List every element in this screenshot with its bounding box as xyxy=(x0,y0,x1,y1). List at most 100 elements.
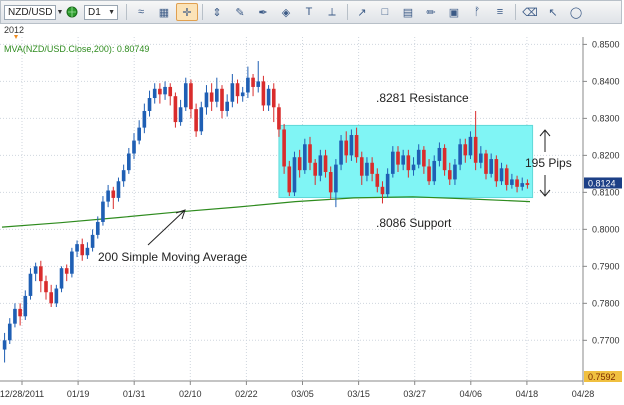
candle xyxy=(163,81,167,100)
date-tick-label: 03/15 xyxy=(347,389,370,399)
moving-average-arrow xyxy=(147,209,186,246)
fibonacci-icon[interactable]: ᚠ xyxy=(473,6,481,18)
globe-icon[interactable]: ≈ xyxy=(137,6,145,18)
candle-body xyxy=(111,190,116,198)
date-tick-label: 03/05 xyxy=(291,389,314,399)
candle xyxy=(49,284,53,308)
brush-icon[interactable]: ◈ xyxy=(281,6,291,19)
date-tick-label: 01/31 xyxy=(123,389,146,399)
candle-body xyxy=(75,244,79,252)
image-icon[interactable]: ▣ xyxy=(448,6,460,19)
table-icon[interactable]: ▤ xyxy=(402,6,414,19)
candle xyxy=(215,77,219,108)
cursor-icon[interactable]: ↖ xyxy=(548,6,558,19)
candle xyxy=(411,157,416,176)
candle-body xyxy=(515,179,519,187)
candle-body xyxy=(215,88,219,102)
candle-body xyxy=(90,234,95,248)
price-tick-label: 0.7900 xyxy=(592,261,620,271)
candle-body xyxy=(261,81,266,106)
candle xyxy=(297,149,302,178)
crosshair-icon[interactable]: ✛ xyxy=(176,3,198,21)
lines-icon[interactable]: ≡ xyxy=(496,6,504,18)
candle xyxy=(116,177,121,202)
globe-icon[interactable] xyxy=(61,3,83,21)
trend-icon[interactable]: ↗ xyxy=(357,6,367,19)
candle xyxy=(183,77,188,111)
candle-body xyxy=(39,266,43,282)
candle xyxy=(147,90,152,117)
candle xyxy=(334,159,338,208)
candle-body xyxy=(292,157,297,193)
arrow-down-icon xyxy=(539,189,551,197)
candle xyxy=(235,79,240,104)
timeframe-value: D1 xyxy=(88,6,101,18)
shapes-icon[interactable]: □ xyxy=(381,6,389,18)
candle xyxy=(432,155,437,185)
candle xyxy=(453,159,457,185)
candle xyxy=(209,83,214,111)
candle xyxy=(204,85,209,115)
candle-body xyxy=(106,190,110,202)
candle-body xyxy=(416,149,421,165)
candle xyxy=(277,103,281,137)
candle-body xyxy=(127,153,131,171)
moving-average-label: 200 Simple Moving Average xyxy=(98,250,248,264)
candle-body xyxy=(344,140,349,156)
pencil-icon[interactable]: ✏ xyxy=(426,6,436,19)
text-icon[interactable]: T xyxy=(305,6,313,18)
candle-body xyxy=(308,144,312,163)
candle-body xyxy=(339,140,343,165)
candle-body xyxy=(121,170,126,182)
candle xyxy=(178,99,183,126)
candle xyxy=(375,168,380,193)
candle-body xyxy=(437,147,442,161)
candle xyxy=(406,149,411,178)
candle-body xyxy=(453,164,457,180)
price-chart[interactable]: 2012 MVA(NZD/USD.Close,200): 0.80749 0.8… xyxy=(0,25,624,405)
candle-body xyxy=(385,173,390,195)
range-arrow xyxy=(539,129,551,197)
candle xyxy=(7,318,12,345)
chart-type-icon[interactable]: ▦ xyxy=(158,6,170,19)
candle xyxy=(121,164,126,187)
candle xyxy=(189,79,193,119)
candle-body xyxy=(458,144,462,165)
candle xyxy=(271,83,276,123)
price-tick-label: 0.8400 xyxy=(592,76,620,86)
candle-body xyxy=(225,101,229,111)
candle xyxy=(142,103,147,134)
candle-body xyxy=(246,77,250,93)
candle-body xyxy=(240,92,245,97)
indicator-label: MVA(NZD/USD.Close,200): 0.80749 xyxy=(4,44,149,54)
candle-body xyxy=(370,162,374,174)
candle xyxy=(85,242,90,259)
pen-icon[interactable]: ✒ xyxy=(258,6,268,19)
candle-body xyxy=(447,170,452,180)
candle xyxy=(515,175,519,193)
scale-icon[interactable]: ⇕ xyxy=(212,6,222,19)
candle-body xyxy=(49,292,53,304)
candle-body xyxy=(391,151,395,174)
symbol-select[interactable]: NZD/USD ▼ xyxy=(4,4,63,20)
candle-body xyxy=(334,164,338,193)
candle xyxy=(152,83,157,104)
drawing-icon[interactable]: ✎ xyxy=(235,6,245,19)
eraser-icon[interactable]: ⌫ xyxy=(522,6,538,19)
ruler-icon[interactable]: ⟂ xyxy=(328,5,336,18)
chevron-down-icon: ▼ xyxy=(56,8,64,16)
candle xyxy=(349,129,354,161)
current-price-box xyxy=(584,177,622,189)
candle xyxy=(339,135,343,171)
timeframe-select[interactable]: D1 ▼ xyxy=(84,4,118,20)
ellipse-icon[interactable]: ◯ xyxy=(569,6,583,19)
candle-body xyxy=(303,144,307,171)
price-tick-label: 0.7800 xyxy=(592,298,620,308)
candle-body xyxy=(183,83,188,108)
candle-body xyxy=(328,172,333,193)
candle-body xyxy=(468,136,473,156)
moving-average-line xyxy=(1,196,531,228)
candle xyxy=(251,73,255,97)
candle-body xyxy=(142,110,147,128)
candle xyxy=(504,164,509,191)
